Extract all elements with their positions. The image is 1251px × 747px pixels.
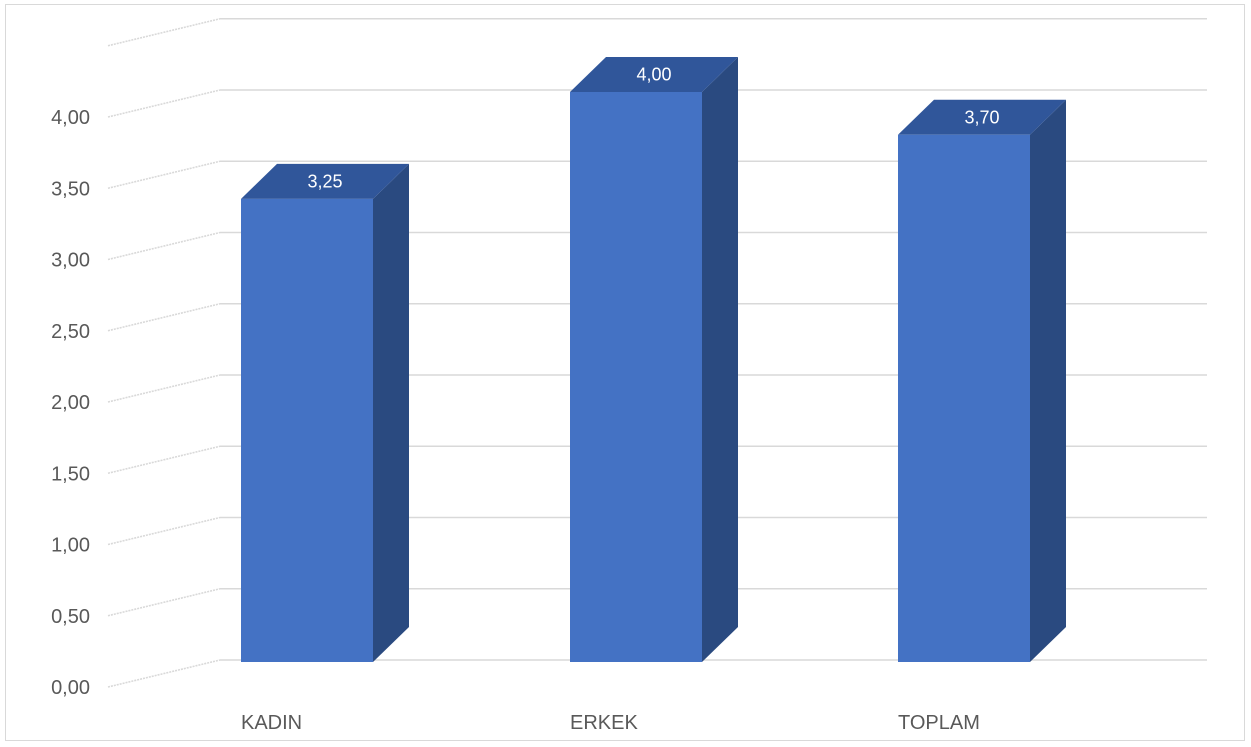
bar-side-face xyxy=(373,163,409,662)
bar-data-label: 3,70 xyxy=(964,107,999,127)
y-tick-label: 3,00 xyxy=(51,250,90,272)
bar-top-face xyxy=(241,163,409,199)
bar-front-face xyxy=(241,198,373,662)
bar-erkek: 4,00 xyxy=(570,57,738,662)
bar-kadin: 3,25 xyxy=(241,163,409,662)
bar-side-face xyxy=(1030,99,1066,662)
y-tick-label: 0,50 xyxy=(51,606,90,628)
gridline-diagonal xyxy=(107,587,221,617)
gridline-diagonal xyxy=(107,445,221,475)
bars: 3,25 4,00 3,70 xyxy=(241,57,1066,662)
x-axis-labels: KADIN ERKEK TOPLAM xyxy=(241,712,980,734)
y-axis-ticks: 0,00 0,50 1,00 1,50 2,00 2,50 3,00 3,50 4,00 xyxy=(51,107,90,699)
y-tick-label: 4,00 xyxy=(51,107,90,129)
gridline-diagonal xyxy=(107,160,221,190)
bar-toplam: 3,70 xyxy=(898,99,1066,662)
bar-top-face xyxy=(898,99,1066,135)
y-tick-label: 0,00 xyxy=(51,677,90,699)
gridline-diagonal xyxy=(107,516,221,546)
bar-data-label: 4,00 xyxy=(636,65,671,85)
gridline-diagonal xyxy=(107,302,221,332)
x-category-label: TOPLAM xyxy=(898,712,980,734)
y-tick-label: 3,50 xyxy=(51,178,90,200)
y-tick-label: 2,00 xyxy=(51,392,90,414)
gridline-diagonal xyxy=(107,231,221,261)
y-tick-label: 1,00 xyxy=(51,535,90,557)
x-category-label: KADIN xyxy=(241,712,302,734)
bar-top-face xyxy=(570,57,738,92)
y-tick-label: 2,50 xyxy=(51,321,90,343)
gridline-diagonal xyxy=(107,659,221,688)
x-category-label: ERKEK xyxy=(570,712,638,734)
bar-front-face xyxy=(898,134,1030,662)
bar-front-face xyxy=(570,92,702,662)
y-tick-label: 1,50 xyxy=(51,463,90,485)
gridline-diagonal xyxy=(107,17,221,47)
gridline-diagonal xyxy=(107,89,221,118)
bar-side-face xyxy=(702,57,738,662)
bar-data-label: 3,25 xyxy=(307,171,342,191)
gridline-diagonal xyxy=(107,374,221,403)
